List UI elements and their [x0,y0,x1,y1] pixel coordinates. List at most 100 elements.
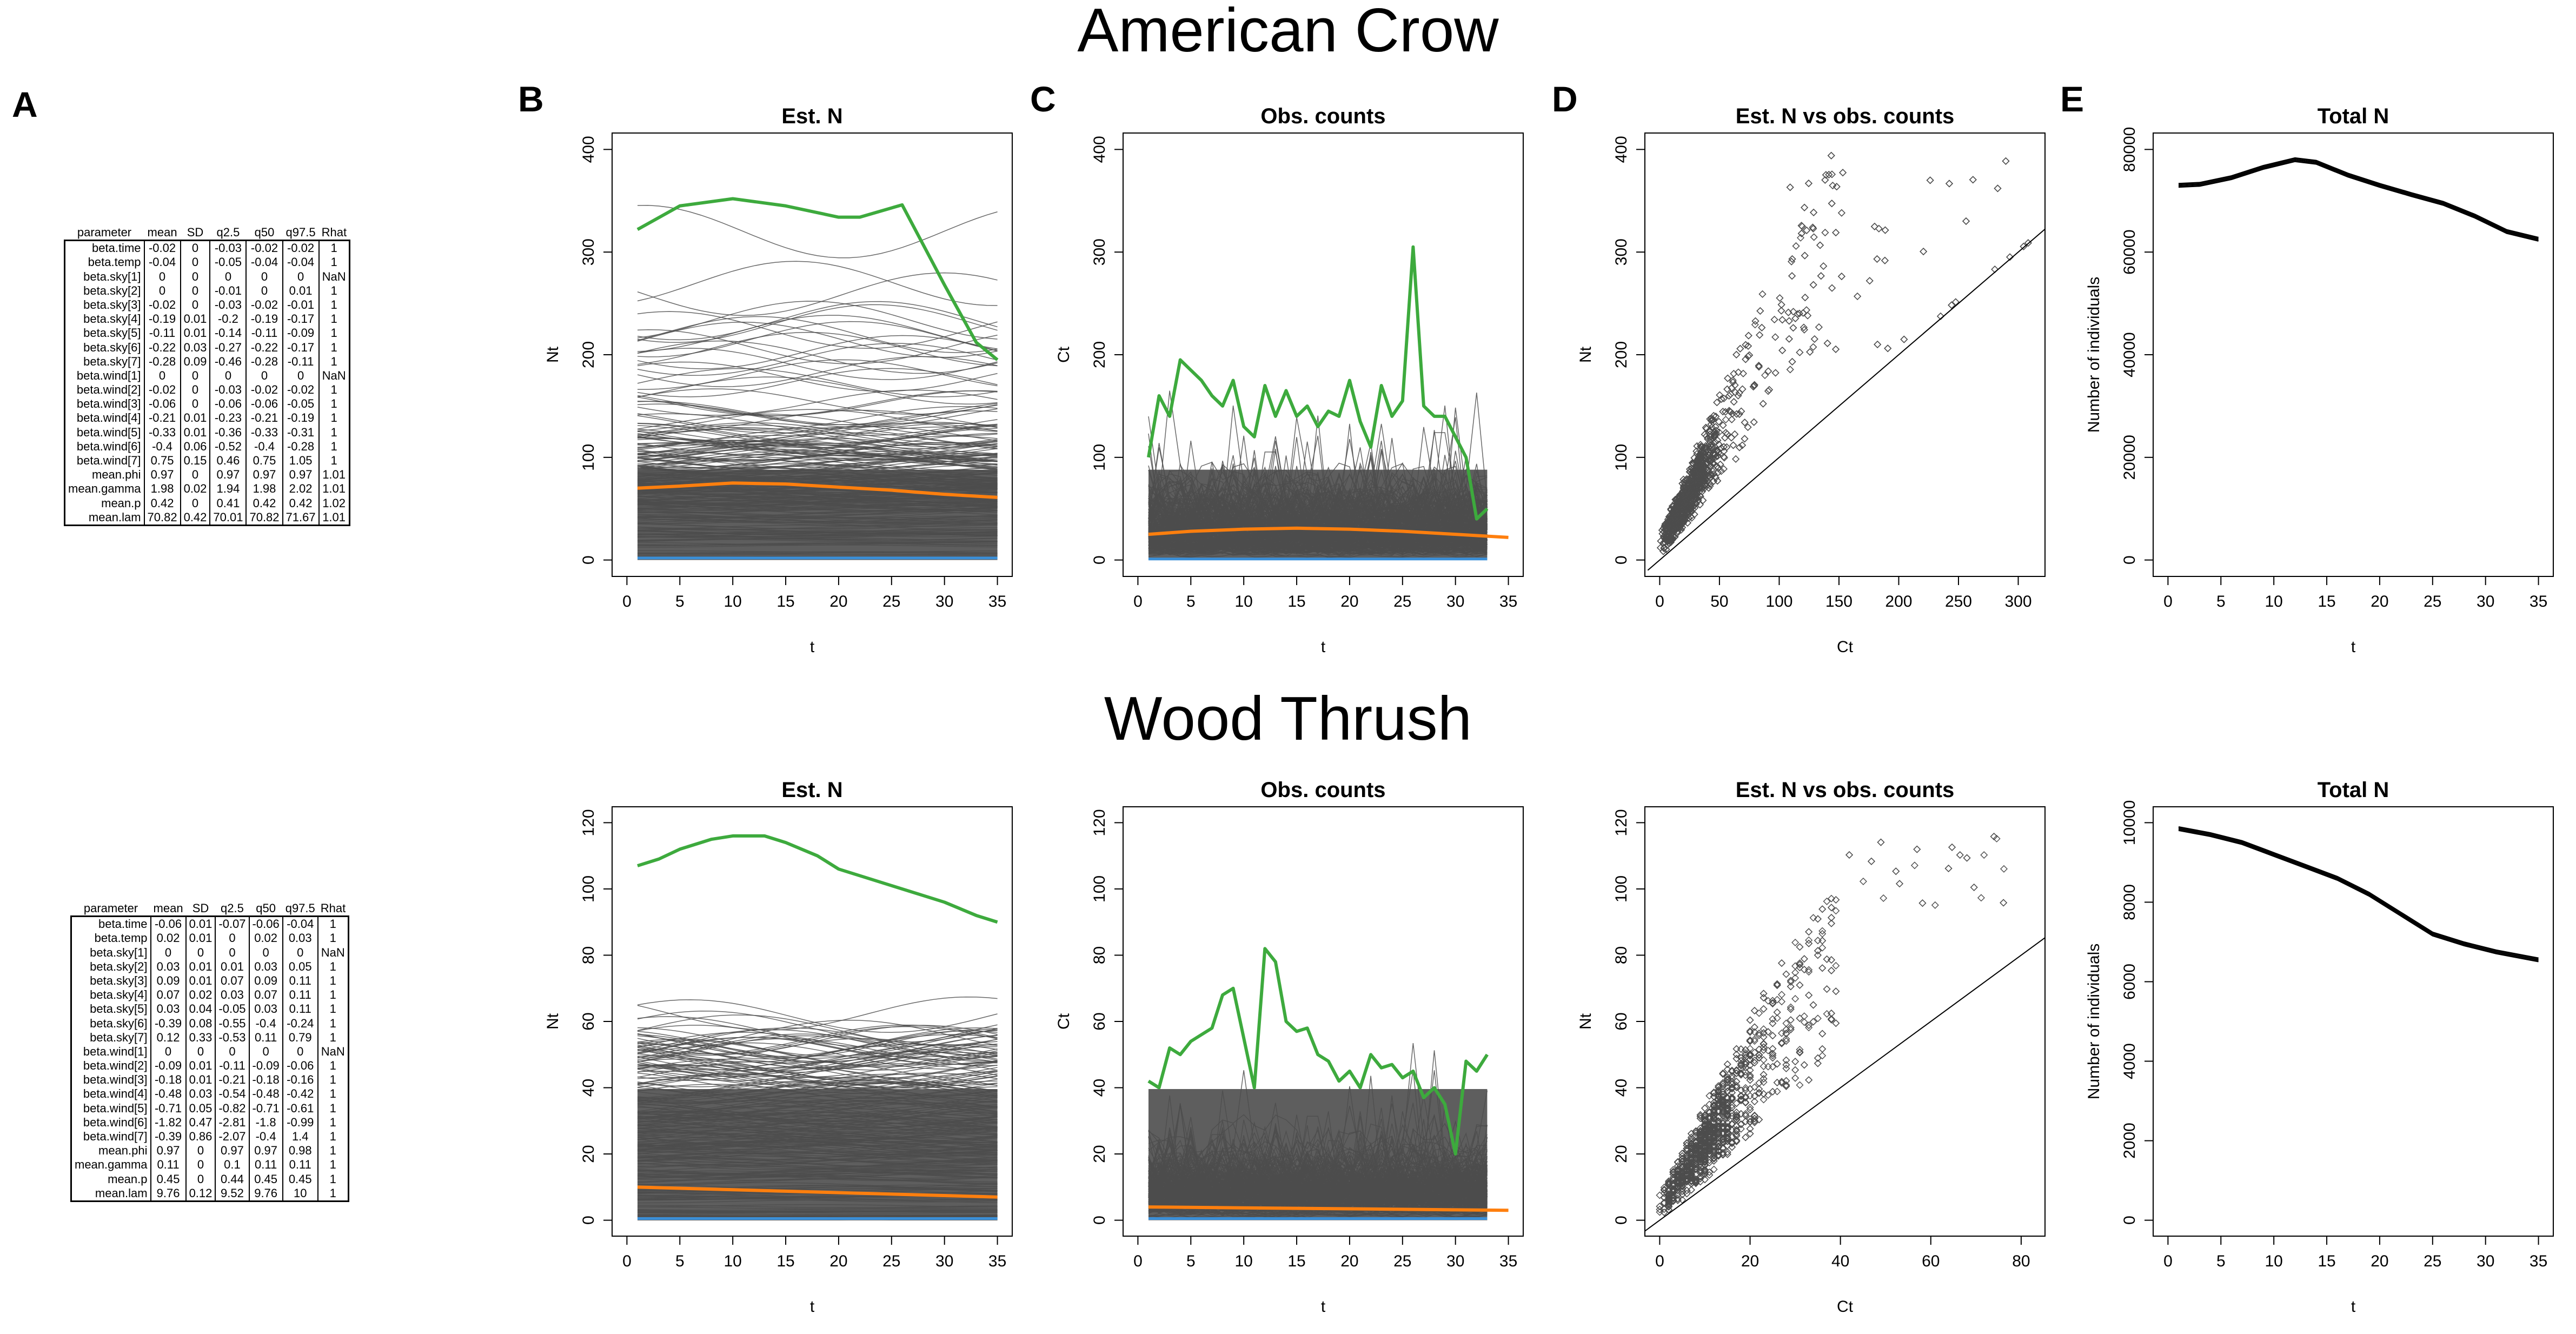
scatter-point [1832,907,1840,915]
trajectory-band [1148,1089,1488,1220]
table-cell: beta.sky[7] [64,354,145,369]
table-cell: 0 [180,240,211,256]
x-tick-label: 15 [776,593,794,610]
table-row: beta.sky[6] -0.39 0.08 -0.55 -0.4 -0.24 1 [71,1016,349,1031]
scatter-point [1920,248,1928,256]
table-cell: 0.11 [249,1158,283,1172]
x-tick-label: 0 [1655,593,1664,610]
table-cell: beta.time [64,240,145,256]
column-header: SD [192,901,209,915]
scatter-point [2000,899,2008,907]
table-cell: -0.04 [282,916,318,932]
scatter-point [1717,395,1725,403]
scatter-point [1711,423,1719,431]
scatter-point [1707,436,1715,444]
scatter-point [1804,180,1813,188]
scatter-point [1884,344,1892,353]
site-trajectory-line [637,348,998,380]
scatter-point [1711,453,1719,461]
table-cell: 0.97 [144,468,181,482]
table-cell: -0.03 [210,297,247,313]
table-cell: -0.04 [282,255,320,270]
scatter-point [1741,419,1749,427]
scatter-point [1800,955,1808,963]
table-cell: 0.11 [249,1030,283,1045]
scatter-point [1795,309,1803,317]
table-cell: -0.06 [210,397,247,412]
table-cell: 0.42 [180,510,211,526]
x-axis-label: t [810,1298,815,1316]
site-trajectory-line [637,1025,998,1055]
scatter-point [1689,506,1697,514]
site-trajectory-line [637,1061,998,1086]
scatter-point [1801,203,1809,211]
scatter-point [1770,315,1778,323]
mean-line [1148,1205,1509,1212]
x-tick-label: 30 [2477,593,2494,610]
scatter-point [1829,182,1837,190]
mean-line [637,481,998,499]
table-cell: 1.98 [144,482,181,496]
scatter-point [1765,386,1774,394]
table-cell: -0.48 [150,1087,187,1101]
y-tick-label: 60 [1612,1012,1630,1030]
table-cell: -0.39 [150,1130,187,1144]
scatter-point [1837,209,1845,217]
x-tick-label: 30 [935,1252,953,1270]
scatter-point [1875,224,1883,233]
site-trajectory-line [637,205,998,258]
scatter-point [1769,1054,1777,1062]
scatter-point [1728,415,1736,423]
scatter-point [1709,459,1717,467]
site-trajectory-line [637,401,998,426]
table-cell: 1 [318,283,350,298]
table-cell: 0.02 [249,931,283,946]
table-cell: 1 [317,1130,349,1144]
table-cell: -0.01 [282,297,320,313]
scatter-point [1678,480,1687,488]
scatter-point [1765,386,1774,394]
y-axis-label: Nt [1577,346,1595,363]
column-header: q97.5 [286,225,316,239]
scatter-point [1787,1003,1795,1011]
plot-area [1147,245,1509,561]
table-cell: 0.33 [185,1030,216,1045]
scatter-point [2002,157,2010,165]
y-axis-label: Nt [544,346,562,363]
scatter-point [1810,208,1818,216]
y-tick-label: 60000 [2121,229,2139,274]
x-tick-label: 30 [935,593,953,610]
scatter-point [1794,310,1802,318]
scatter-point [1802,306,1810,314]
table-cell: -0.09 [150,1059,187,1073]
table-cell: 9.76 [150,1186,187,1202]
table-cell: 0 [185,945,216,960]
scatter-point [1758,323,1766,331]
table-cell: beta.sky[2] [71,959,151,974]
site-trajectory-line [637,429,998,449]
chart-title: Est. N vs obs. counts [1736,778,1955,802]
table-cell: 0.45 [150,1172,187,1186]
scatter-point [1828,200,1836,208]
parameter-table-crow: parameter mean SD q2.5 q50 q97.5 Rhat beta.tim… [64,225,350,526]
scatter-point [1805,991,1813,999]
table-cell: -0.06 [150,916,187,932]
chart-title: Est. N vs obs. counts [1736,104,1955,128]
scatter-point [1702,423,1710,432]
scatter-point [1697,462,1705,470]
table-cell: 0.11 [282,973,318,988]
table-cell: NaN [318,269,350,284]
table-cell: -0.28 [282,439,320,454]
scatter-point [1702,432,1710,440]
scatter-point [1801,294,1809,302]
y-tick-label: 100 [1091,444,1108,471]
scatter-point [1717,467,1725,475]
column-header: Rhat [320,901,346,915]
scatter-point [2002,157,2010,165]
plot-frame [1644,132,2046,577]
table-cell: 9.76 [249,1186,283,1202]
scatter-point [1791,1066,1800,1074]
site-trajectory-line [637,413,998,436]
scatter-point [1805,1076,1813,1084]
scatter-point [1837,273,1845,281]
